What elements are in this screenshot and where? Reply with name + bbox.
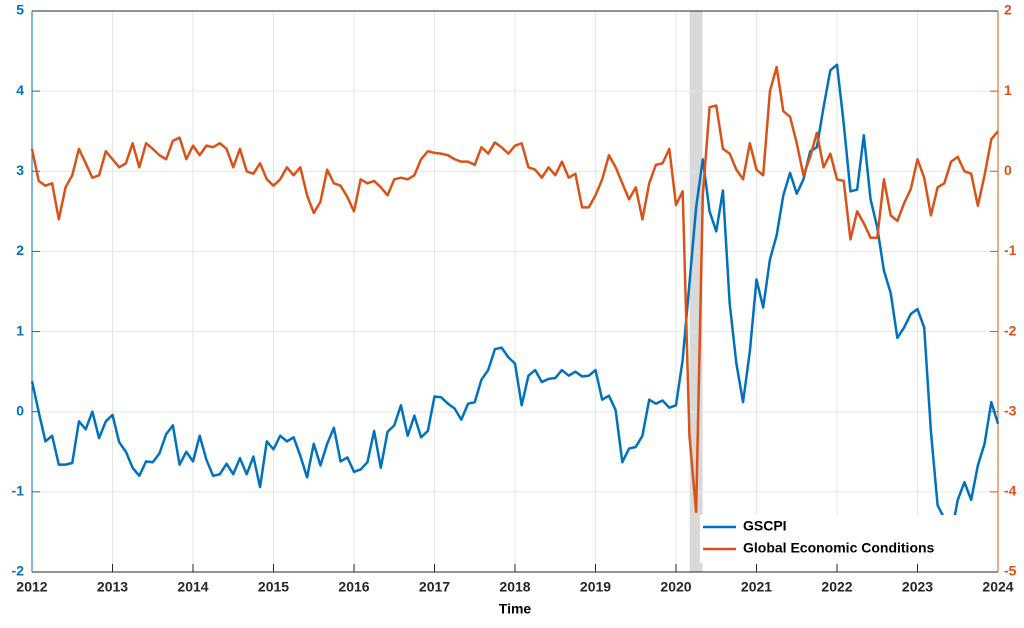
x-tick-label: 2022 bbox=[821, 579, 852, 595]
y-tick-label: -2 bbox=[12, 563, 25, 579]
series-line bbox=[30, 63, 1000, 538]
y-tick-label: 2 bbox=[16, 242, 24, 258]
y-tick-label: -1 bbox=[12, 483, 25, 499]
legend-label: GSCPI bbox=[743, 518, 787, 534]
y2-tick-label: -2 bbox=[1004, 322, 1017, 338]
y2-tick-label: -3 bbox=[1004, 402, 1017, 418]
y2-tick-label: 1 bbox=[1004, 82, 1012, 98]
x-tick-label: 2024 bbox=[982, 579, 1013, 595]
y-tick-label: 4 bbox=[16, 82, 24, 98]
y-tick-label: 5 bbox=[16, 2, 24, 18]
legend-label: Global Economic Conditions bbox=[743, 540, 935, 556]
y2-tick-label: 2 bbox=[1004, 2, 1012, 18]
x-tick-label: 2021 bbox=[741, 579, 772, 595]
x-tick-label: 2018 bbox=[499, 579, 530, 595]
x-tick-label: 2020 bbox=[660, 579, 691, 595]
y-tick-label: 1 bbox=[16, 322, 24, 338]
x-axis-label: Time bbox=[499, 601, 532, 617]
y2-tick-label: -4 bbox=[1004, 483, 1017, 499]
x-tick-label: 2023 bbox=[902, 579, 933, 595]
x-tick-label: 2019 bbox=[580, 579, 611, 595]
y-tick-label: 0 bbox=[16, 402, 24, 418]
x-tick-label: 2014 bbox=[177, 579, 208, 595]
x-tick-label: 2013 bbox=[97, 579, 128, 595]
shaded-span bbox=[689, 11, 703, 572]
y2-tick-label: 0 bbox=[1004, 162, 1012, 178]
x-tick-label: 2017 bbox=[419, 579, 450, 595]
x-tick-label: 2015 bbox=[258, 579, 289, 595]
x-tick-label: 2012 bbox=[16, 579, 47, 595]
legend: GSCPI Global Economic Conditions bbox=[700, 515, 985, 563]
y-tick-label: 3 bbox=[16, 162, 24, 178]
y2-tick-label: -1 bbox=[1004, 242, 1017, 258]
legend-box bbox=[700, 515, 985, 563]
series-line bbox=[30, 65, 999, 514]
x-tick-label: 2016 bbox=[338, 579, 369, 595]
y2-tick-label: -5 bbox=[1004, 563, 1017, 579]
